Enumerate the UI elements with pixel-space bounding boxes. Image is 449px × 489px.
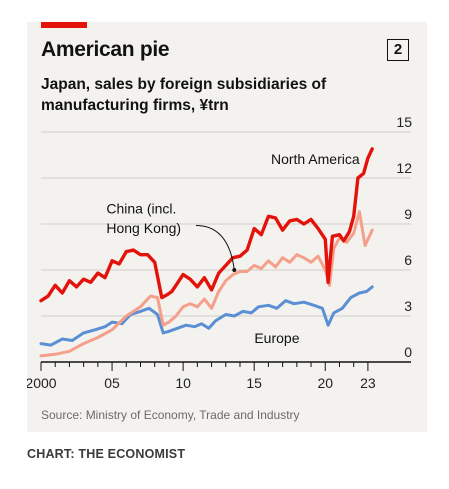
y-tick-label: 12 [396,160,412,176]
line-chart: 0 3 6 9 12 15 2000 05 10 15 20 23 North America China… [27,114,412,391]
y-tick-label: 9 [404,206,412,222]
accent-bar [41,22,87,28]
x-tick-label: 2000 [27,375,57,391]
y-tick-label: 3 [404,298,412,314]
china-incl-hong-kong-line [39,210,374,358]
chart-credit: CHART: THE ECONOMIST [27,447,186,461]
europe-line [39,285,374,347]
x-tick-label: 20 [317,375,333,391]
y-tick-label: 0 [404,344,412,360]
x-tick-label: 05 [104,375,120,391]
source-note: Source: Ministry of Economy, Trade and I… [41,408,300,422]
china-label-line1: China (incl. [106,200,176,216]
north-america-line [39,147,374,303]
x-tick-label: 10 [175,375,191,391]
north-america-label: North America [271,151,360,167]
china-leader-dot [232,268,237,272]
y-tick-label: 6 [404,252,412,268]
x-tick-label: 15 [246,375,262,391]
europe-label: Europe [254,330,299,346]
y-tick-label: 15 [396,114,412,130]
chart-card: American pie 2 Japan, sales by foreign s… [27,22,427,432]
china-leader-line [195,225,235,271]
china-label-line2: Hong Kong) [106,220,181,236]
chart-subtitle: Japan, sales by foreign subsidiaries of … [41,76,327,114]
chart-title: American pie [41,38,170,61]
chart-number-badge: 2 [387,39,409,61]
x-tick-label: 23 [360,375,376,391]
